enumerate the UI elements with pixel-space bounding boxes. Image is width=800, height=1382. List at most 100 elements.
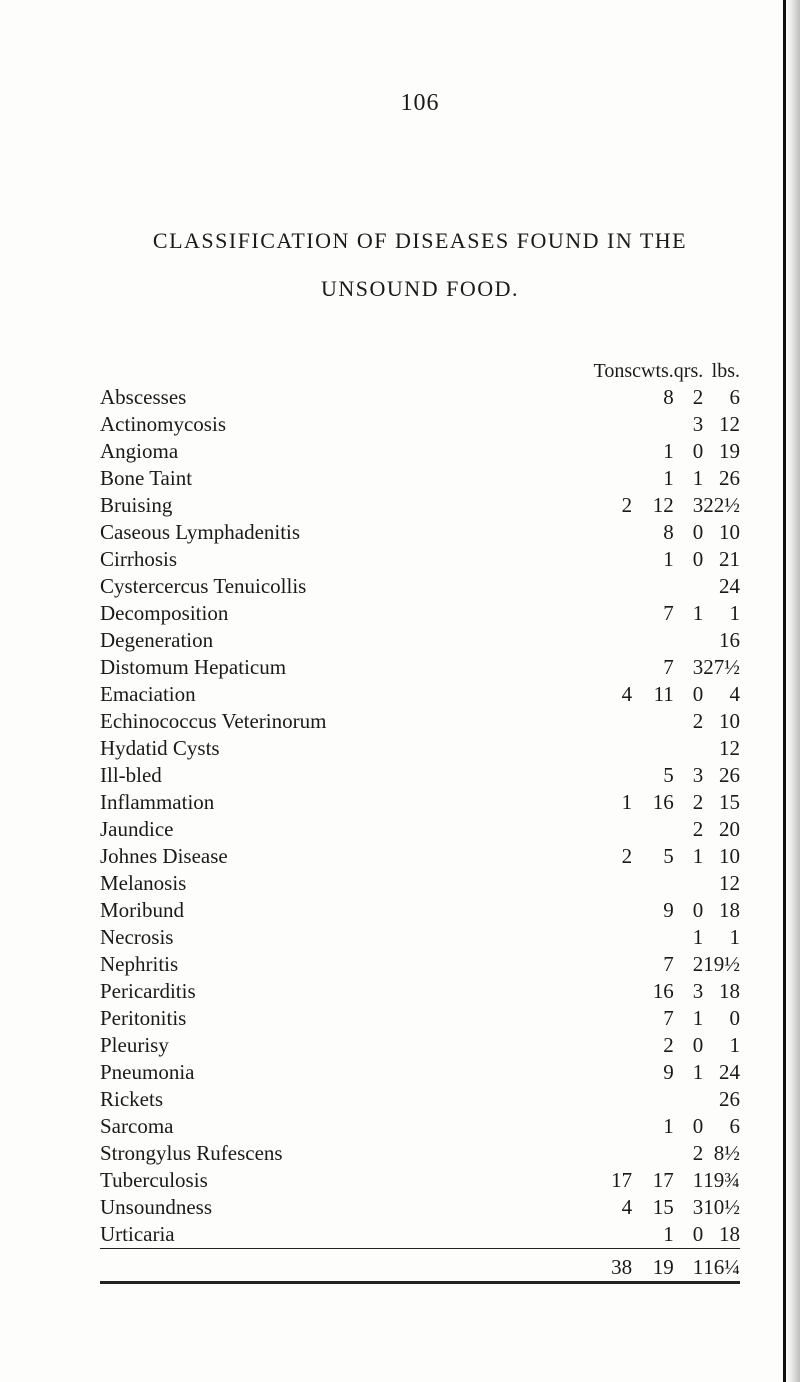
page-number: 106: [100, 90, 740, 117]
table-row: Hydatid Cysts 12: [100, 735, 740, 762]
table-row: Urticaria1018: [100, 1221, 740, 1249]
cell-cwts: 1: [632, 1113, 674, 1140]
row-label-text: Actinomycosis: [100, 412, 226, 436]
row-label: Distomum Hepaticum: [100, 654, 326, 681]
col-cwts: cwts.: [632, 359, 674, 384]
row-label: Urticaria: [100, 1221, 326, 1249]
cell-tons: [594, 600, 633, 627]
row-label: Cirrhosis: [100, 546, 326, 573]
cell-tons: 2: [594, 843, 633, 870]
cell-lbs: 26: [703, 762, 740, 789]
col-tons: Tons: [594, 359, 633, 384]
leader-dots: [326, 519, 593, 546]
cell-cwts: 1: [632, 546, 674, 573]
leader-dots: [326, 546, 593, 573]
cell-tons: [594, 1059, 633, 1086]
row-label-text: Unsoundness: [100, 1195, 212, 1219]
cell-tons: [594, 1005, 633, 1032]
cell-tons: [594, 384, 633, 411]
cell-lbs: 26: [703, 1086, 740, 1113]
cell-tons: [594, 1086, 633, 1113]
leader-dots: [326, 1194, 593, 1221]
row-label-text: Pericarditis: [100, 979, 196, 1003]
cell-tons: [594, 627, 633, 654]
cell-lbs: 22½: [703, 492, 740, 519]
leader-dots: [326, 708, 593, 735]
leader-dots: [326, 1086, 593, 1113]
table-row: Johnes Disease25110: [100, 843, 740, 870]
row-label-text: Bruising: [100, 493, 172, 517]
row-label: Jaundice: [100, 816, 326, 843]
table-row: Jaundice220: [100, 816, 740, 843]
leader-dots: [326, 627, 593, 654]
table-row: Echinococcus Veterinorum210: [100, 708, 740, 735]
table-row: Actinomycosis312: [100, 411, 740, 438]
cell-lbs: 10: [703, 708, 740, 735]
cell-lbs: 19¾: [703, 1167, 740, 1194]
cell-qrs: 2: [674, 1140, 703, 1167]
cell-qrs: 1: [674, 924, 703, 951]
row-label: Sarcoma: [100, 1113, 326, 1140]
row-label: Pneumonia: [100, 1059, 326, 1086]
leader-dots: [326, 600, 593, 627]
leader-dots: [326, 924, 593, 951]
cell-tons: [594, 411, 633, 438]
total-qrs: 1: [674, 1248, 703, 1282]
table-row: Necrosis11: [100, 924, 740, 951]
cell-cwts: 15: [632, 1194, 674, 1221]
row-label-text: Caseous Lymphadenitis: [100, 520, 300, 544]
row-label: Abscesses: [100, 384, 326, 411]
cell-qrs: 0: [674, 546, 703, 573]
cell-lbs: 1: [703, 1032, 740, 1059]
row-label: Pericarditis: [100, 978, 326, 1005]
row-label: Tuberculosis: [100, 1167, 326, 1194]
leader-dots: [326, 492, 593, 519]
cell-cwts: 5: [632, 843, 674, 870]
cell-qrs: [674, 735, 703, 762]
leader-dots: [326, 1113, 593, 1140]
col-qrs: qrs.: [674, 359, 703, 384]
cell-lbs: 1: [703, 924, 740, 951]
row-label: Angioma: [100, 438, 326, 465]
cell-qrs: 3: [674, 1194, 703, 1221]
row-label-text: Cirrhosis: [100, 547, 177, 571]
cell-lbs: 10: [703, 843, 740, 870]
row-label-text: Sarcoma: [100, 1114, 173, 1138]
total-cwts: 19: [632, 1248, 674, 1282]
cell-lbs: 26: [703, 465, 740, 492]
cell-tons: [594, 762, 633, 789]
cell-lbs: 6: [703, 384, 740, 411]
cell-tons: [594, 816, 633, 843]
cell-lbs: 4: [703, 681, 740, 708]
table-row: Pleurisy201: [100, 1032, 740, 1059]
cell-qrs: 3: [674, 762, 703, 789]
leader-dots: [326, 1221, 593, 1249]
cell-lbs: 16: [703, 627, 740, 654]
title-line-2: UNSOUND FOOD.: [100, 265, 740, 313]
cell-cwts: 7: [632, 600, 674, 627]
row-label-text: Inflammation: [100, 790, 214, 814]
row-label: Ill-bled: [100, 762, 326, 789]
row-label: Decomposition: [100, 600, 326, 627]
cell-cwts: 12: [632, 492, 674, 519]
row-label: Degeneration: [100, 627, 326, 654]
cell-tons: [594, 708, 633, 735]
cell-tons: [594, 870, 633, 897]
cell-tons: [594, 924, 633, 951]
row-label: Hydatid Cysts: [100, 735, 326, 762]
cell-lbs: 15: [703, 789, 740, 816]
cell-lbs: 24: [703, 1059, 740, 1086]
cell-cwts: [632, 924, 674, 951]
cell-lbs: 12: [703, 735, 740, 762]
table-row: Tuberculosis1717119¾: [100, 1167, 740, 1194]
cell-tons: 2: [594, 492, 633, 519]
row-label-text: Degeneration: [100, 628, 213, 652]
table-row: Peritonitis710: [100, 1005, 740, 1032]
row-label: Echinococcus Veterinorum: [100, 708, 326, 735]
cell-lbs: 19½: [703, 951, 740, 978]
cell-lbs: 8½: [703, 1140, 740, 1167]
row-label: Nephritis: [100, 951, 326, 978]
row-label-text: Jaundice: [100, 817, 173, 841]
row-label-text: Nephritis: [100, 952, 178, 976]
row-label: Rickets: [100, 1086, 326, 1113]
